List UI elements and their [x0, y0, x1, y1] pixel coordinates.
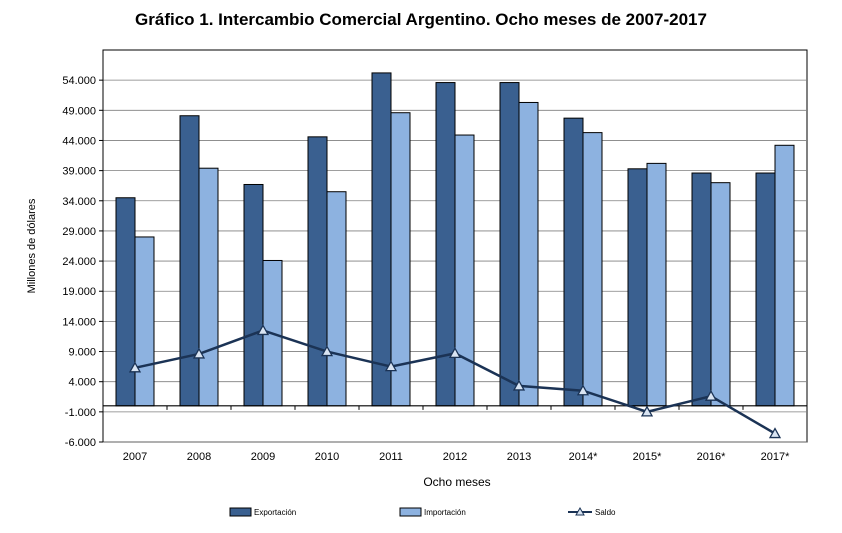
bar-exportación: [307, 136, 328, 407]
legend-swatch: [399, 507, 422, 517]
y-tick-label: 49.000: [62, 105, 96, 117]
bar-importación: [774, 144, 795, 407]
y-tick-label: 39.000: [62, 166, 96, 178]
saldo-point: [448, 347, 462, 358]
legend-label: Exportación: [254, 508, 296, 517]
bar-exportación: [179, 115, 200, 407]
y-tick-label: 54.000: [62, 75, 96, 87]
x-tick-label: 2015*: [633, 451, 662, 463]
x-tick-label: 2016*: [697, 451, 726, 463]
x-tick-label: 2007: [123, 451, 147, 463]
bar-importación: [646, 162, 667, 407]
saldo-point: [512, 379, 526, 391]
bar-importación: [134, 236, 155, 407]
bar-importación: [582, 132, 603, 407]
y-tick-label: 24.000: [62, 256, 96, 268]
y-tick-label: 14.000: [62, 316, 96, 328]
legend-label: Importación: [424, 508, 466, 517]
saldo-point: [640, 405, 654, 417]
y-tick-label: 9.000: [68, 347, 96, 359]
y-tick-label: 29.000: [62, 226, 96, 238]
saldo-point: [128, 361, 142, 373]
bar-importación: [198, 167, 219, 407]
x-tick-label: 2017*: [761, 451, 790, 463]
x-tick-label: 2013: [507, 451, 531, 463]
legend-label: Saldo: [595, 508, 616, 517]
y-tick-label: -1.000: [65, 407, 96, 419]
saldo-point: [704, 389, 718, 401]
y-axis-title: Millones de dólares: [26, 198, 38, 293]
y-tick-label: 4.000: [68, 377, 96, 389]
saldo-point: [576, 384, 590, 396]
bar-importación: [454, 134, 475, 407]
y-tick-label: 44.000: [62, 135, 96, 147]
saldo-point: [384, 360, 398, 372]
chart-title: Gráfico 1. Intercambio Comercial Argenti…: [135, 10, 707, 29]
saldo-point: [768, 427, 782, 439]
x-tick-label: 2010: [315, 451, 339, 463]
bar-exportación: [115, 197, 136, 407]
bar-exportación: [627, 168, 648, 407]
bar-importación: [518, 101, 539, 407]
bar-importación: [710, 182, 731, 407]
bar-exportación: [499, 82, 520, 407]
y-tick-label: -6.000: [65, 437, 96, 449]
x-tick-label: 2014*: [569, 451, 598, 463]
bar-exportación: [371, 72, 392, 407]
x-axis-title: Ocho meses: [423, 475, 490, 489]
saldo-point: [192, 347, 206, 359]
y-tick-label: 34.000: [62, 196, 96, 208]
saldo-point: [320, 345, 334, 357]
x-tick-label: 2012: [443, 451, 467, 463]
bar-exportación: [563, 117, 584, 407]
bar-exportación: [691, 172, 712, 407]
legend-swatch: [229, 507, 252, 517]
y-tick-label: 19.000: [62, 286, 96, 298]
bar-exportación: [243, 183, 264, 407]
x-tick-label: 2008: [187, 451, 211, 463]
bar-importación: [390, 112, 411, 407]
bar-exportación: [755, 172, 776, 407]
x-tick-label: 2009: [251, 451, 275, 463]
legend-marker: [575, 506, 585, 516]
saldo-point: [256, 324, 270, 336]
bar-importación: [326, 191, 347, 407]
x-tick-label: 2011: [379, 451, 403, 463]
